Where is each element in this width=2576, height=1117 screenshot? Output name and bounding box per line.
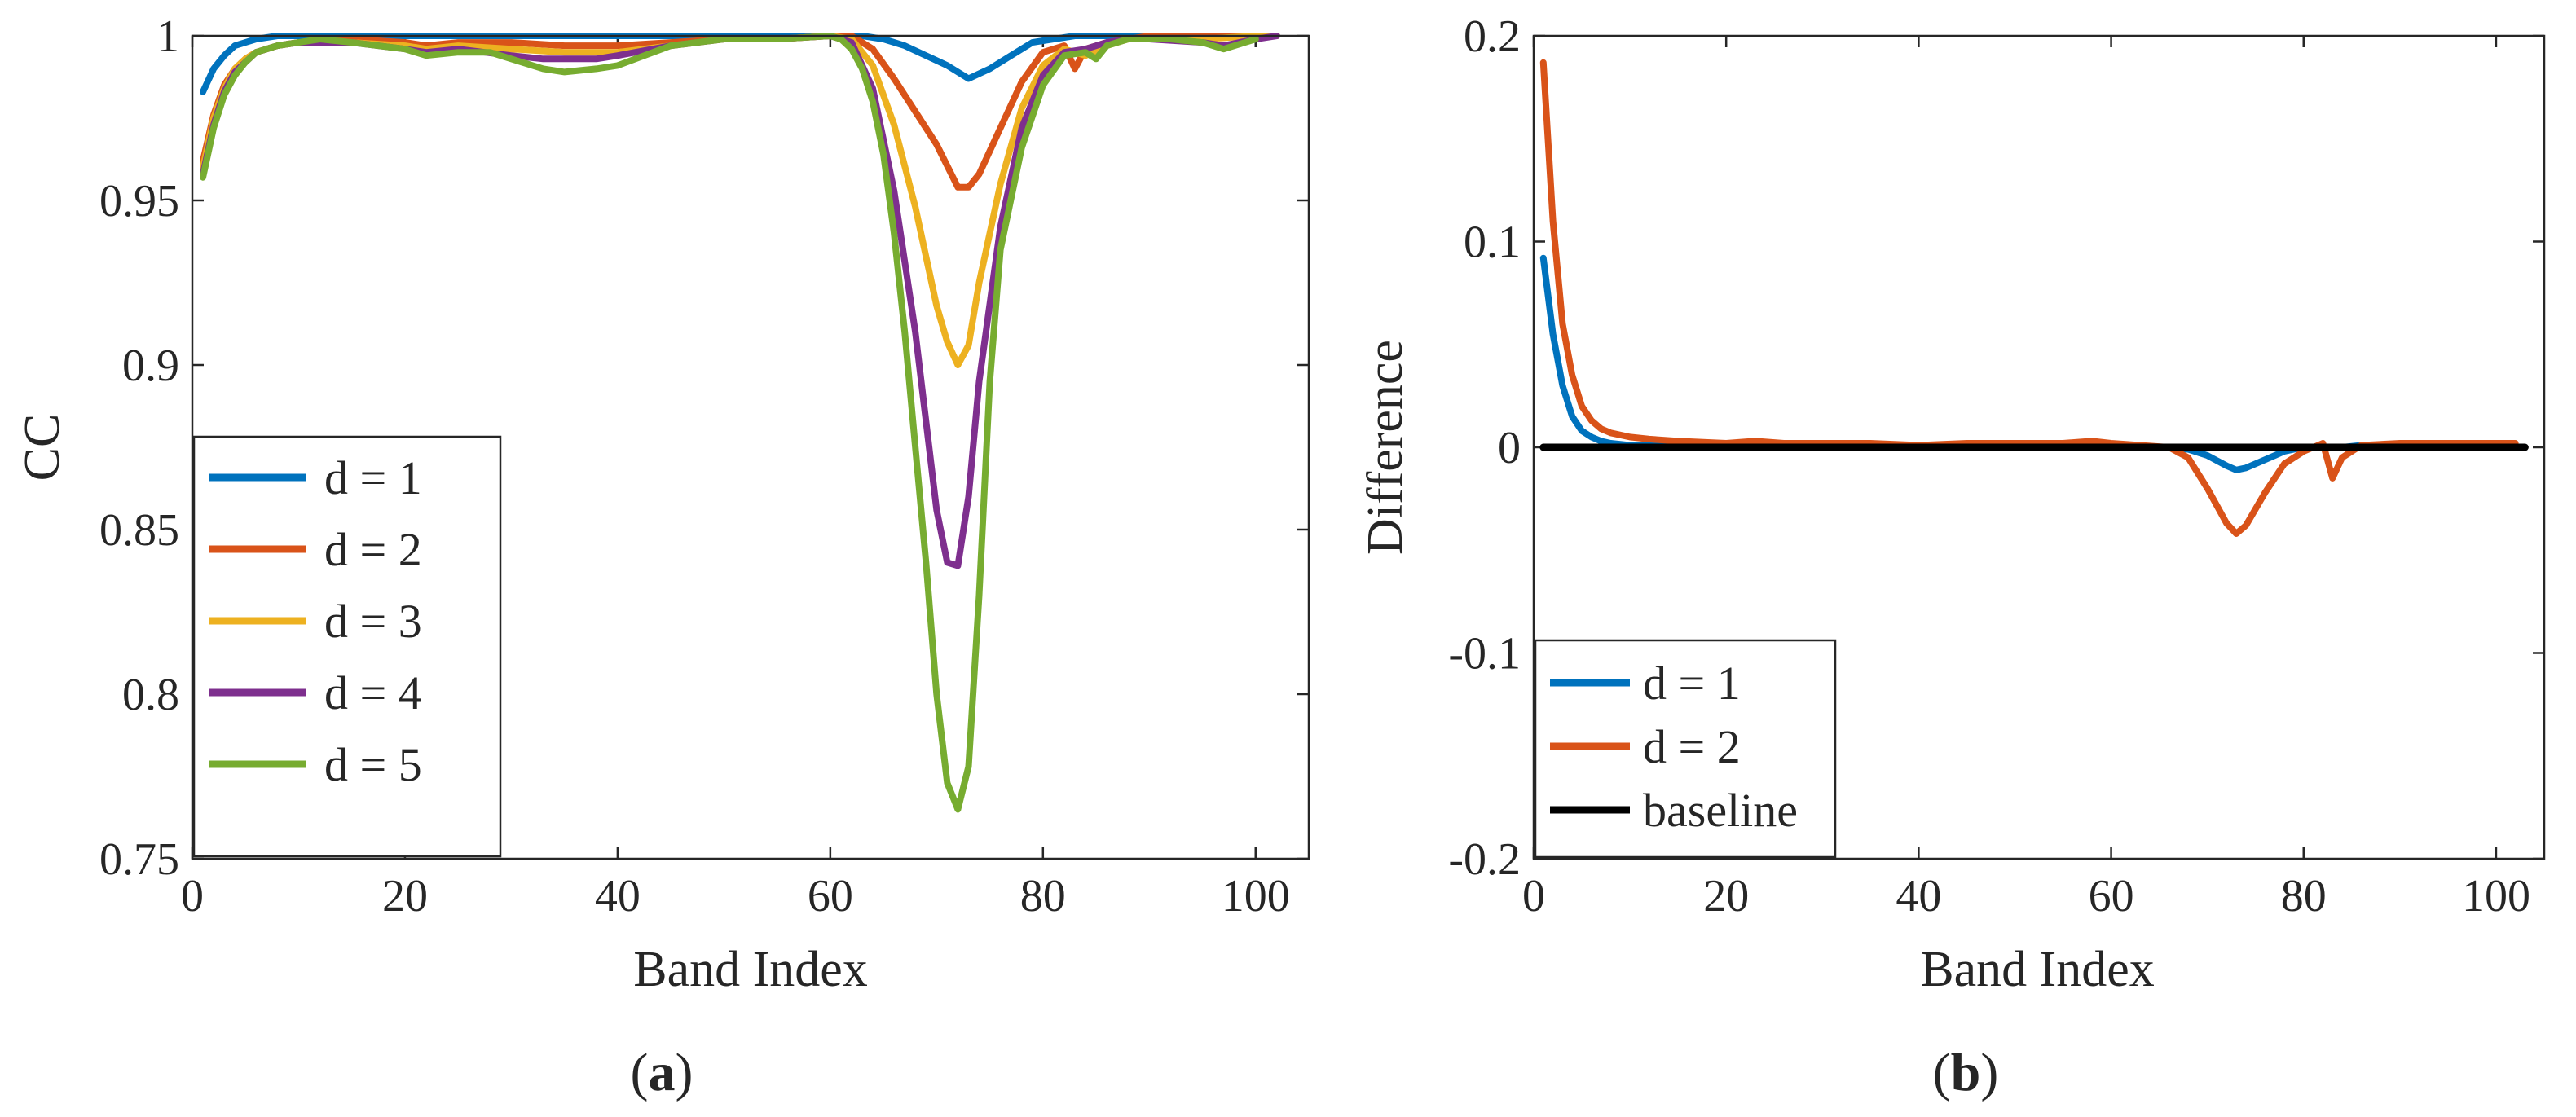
y-tick-label-a-3: 0.9 [122, 341, 179, 391]
chart-panel-b: 0 20 40 60 80 100 -0.2 -0.1 0 0.1 0.2 d = 1 d = 2 ba… [1358, 11, 2546, 1102]
ticks-a: 0 20 40 60 80 100 0.75 0.8 0.85 0.9 0.95 1 [99, 11, 1309, 921]
x-tick-label-b-3: 60 [2089, 871, 2134, 921]
y-tick-label-b-4: 0.2 [1464, 11, 1521, 62]
legend-label-a-1: d = 2 [324, 523, 422, 576]
legend-b: d = 1 d = 2 baseline [1534, 639, 1837, 859]
legend-label-b-2: baseline [1643, 784, 1798, 837]
panel-caption-b: (b) [1933, 1043, 1999, 1102]
y-tick-label-b-0: -0.2 [1448, 834, 1521, 885]
series-line-a-4 [200, 33, 1259, 813]
legend-label-b-0: d = 1 [1643, 657, 1741, 710]
y-tick-label-a-2: 0.85 [99, 505, 179, 556]
x-tick-label-b-4: 80 [2281, 871, 2327, 921]
x-tick-label-a-2: 40 [595, 871, 641, 921]
y-tick-label-a-0: 0.75 [99, 834, 179, 885]
x-axis-label-a: Band Index [633, 942, 868, 997]
x-tick-label-a-4: 80 [1020, 871, 1066, 921]
legend-box-a [192, 435, 502, 858]
y-tick-label-b-3: 0.1 [1464, 218, 1521, 268]
legend-label-a-4: d = 5 [324, 738, 422, 791]
x-tick-label-b-5: 100 [2462, 871, 2530, 921]
legend-label-a-3: d = 4 [324, 666, 422, 719]
series-line-b-1 [1539, 59, 2519, 537]
axes-box-b [1532, 34, 2546, 860]
y-tick-label-b-1: -0.1 [1448, 629, 1521, 679]
y-tick-label-a-1: 0.8 [122, 670, 179, 720]
x-tick-label-a-1: 20 [382, 871, 428, 921]
legend-label-b-1: d = 2 [1643, 720, 1741, 773]
x-tick-label-a-5: 100 [1222, 871, 1290, 921]
panel-caption-a: (a) [631, 1043, 694, 1102]
legend-label-a-2: d = 3 [324, 595, 422, 648]
axes-box-a [191, 34, 1310, 860]
y-axis-label-a: CC [15, 414, 70, 482]
x-tick-label-b-1: 20 [1703, 871, 1749, 921]
x-tick-label-b-2: 40 [1896, 871, 1941, 921]
ticks-b: 0 20 40 60 80 100 -0.2 -0.1 0 0.1 0.2 [1448, 11, 2544, 921]
legend-box-b [1534, 639, 1837, 859]
x-tick-label-b-0: 0 [1522, 871, 1545, 921]
y-tick-label-a-5: 1 [156, 11, 179, 62]
y-tick-label-a-4: 0.95 [99, 176, 179, 226]
x-tick-label-a-0: 0 [181, 871, 204, 921]
x-axis-label-b: Band Index [1920, 942, 2155, 997]
legend-a: d = 1 d = 2 d = 3 d = 4 d = 5 [192, 435, 502, 858]
series-lines-b [1539, 59, 2529, 537]
y-axis-label-b: Difference [1358, 340, 1413, 555]
y-tick-label-b-2: 0 [1498, 423, 1521, 473]
legend-label-a-0: d = 1 [324, 451, 422, 504]
x-tick-label-a-3: 60 [808, 871, 853, 921]
